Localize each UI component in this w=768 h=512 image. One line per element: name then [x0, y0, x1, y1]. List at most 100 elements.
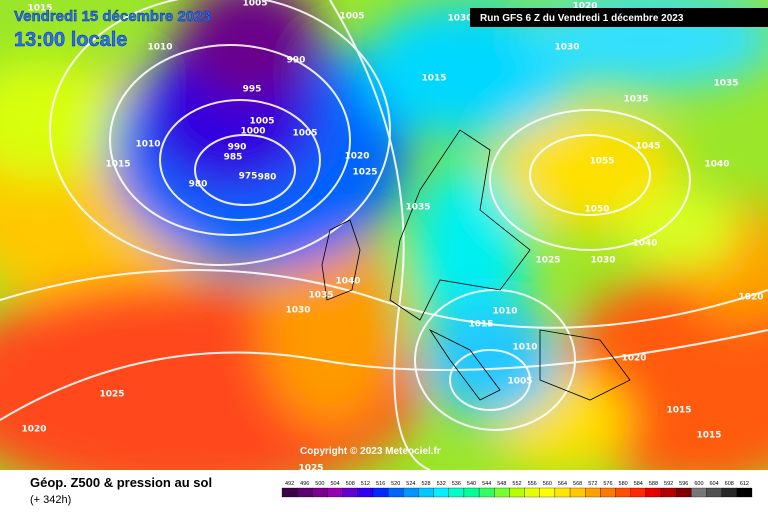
legend-swatch: [281, 487, 298, 498]
map-field: [0, 0, 768, 470]
legend-label: 504: [330, 481, 339, 487]
legend-label: 580: [619, 481, 628, 487]
isobar-label: 1005: [242, 0, 267, 9]
isobar-label: 1005: [249, 117, 274, 127]
isobar-label: 995: [243, 85, 262, 95]
isobar-label: 1015: [105, 160, 130, 170]
legend-swatch: [554, 487, 571, 498]
isobar-label: 1000: [240, 127, 265, 137]
isobar-label: 1050: [584, 205, 609, 215]
isobar-label: 1030: [285, 306, 310, 316]
legend-label: 536: [452, 481, 461, 487]
isobar-label: 1020: [344, 152, 369, 162]
color-legend: 492 496 500 504 508 512 516 520 524 528 532 536 540 5…: [281, 481, 753, 498]
isobar-label: 1025: [352, 168, 377, 178]
legend-label: 588: [649, 481, 658, 487]
isobar-label: 1025: [99, 390, 124, 400]
legend-swatch: [539, 487, 556, 498]
legend-swatch: [676, 487, 692, 498]
isobar-label: 980: [258, 173, 277, 183]
legend-swatch: [706, 487, 722, 498]
isobar-label: 1040: [704, 160, 729, 170]
isobar-label: 975: [239, 172, 258, 182]
isobar-label: 1015: [666, 406, 691, 416]
legend-swatch: [615, 487, 631, 498]
legend-label: 540: [467, 481, 476, 487]
legend-swatch: [721, 487, 737, 498]
legend-label: 532: [437, 481, 446, 487]
footer-title: Géop. Z500 & pression au sol: [30, 475, 212, 490]
footer-lead: (+ 342h): [30, 494, 71, 506]
isobar-label: 985: [224, 153, 243, 163]
isobar-label: 1015: [468, 320, 493, 330]
isobar-label: 1030: [447, 14, 472, 24]
isobar-label: 1030: [554, 43, 579, 53]
legend-swatch: [387, 487, 404, 498]
legend-label: 512: [361, 481, 370, 487]
isobar-label: 990: [287, 56, 306, 66]
isobar-label: 1015: [421, 74, 446, 84]
isobar-label: 1035: [308, 291, 333, 301]
legend-swatch: [433, 487, 449, 498]
isobar-label: 980: [189, 180, 208, 190]
legend-label: 560: [543, 481, 552, 487]
legend-swatch: [327, 487, 343, 498]
legend-label: 500: [315, 481, 324, 487]
legend-label: 576: [603, 481, 612, 487]
legend-swatch: [448, 487, 465, 498]
legend-swatch: [509, 487, 525, 498]
isobar-label: 1015: [27, 4, 52, 14]
legend-label: 516: [376, 481, 385, 487]
legend-swatch: [630, 487, 647, 498]
legend-label: 552: [512, 481, 521, 487]
isobar-label: 1040: [632, 239, 657, 249]
legend-swatch: [645, 487, 662, 498]
isobar-label: 1035: [713, 79, 738, 89]
isobar-label: 1005: [292, 129, 317, 139]
legend-swatch: [585, 487, 601, 498]
legend-label: 556: [528, 481, 537, 487]
legend-label: 592: [664, 481, 673, 487]
isobar-label: 1010: [492, 307, 517, 317]
isobar-label: 1055: [589, 157, 614, 167]
legend-label: 548: [497, 481, 506, 487]
legend-label: 528: [421, 481, 430, 487]
isobar-label: 1020: [572, 2, 597, 12]
isobar-label: 1015: [696, 431, 721, 441]
forecast-date: Vendredi 15 décembre 2023: [14, 8, 211, 25]
legend-swatch: [524, 487, 540, 498]
isobar-label: 1040: [335, 277, 360, 287]
isobar-label: 1045: [635, 142, 660, 152]
isobar-label: 1010: [512, 343, 537, 353]
legend-label: 608: [725, 481, 734, 487]
isobar-label: 1025: [298, 464, 323, 474]
legend-label: 600: [694, 481, 703, 487]
run-info: Run GFS 6 Z du Vendredi 1 décembre 2023: [480, 13, 684, 24]
isobar-label: 1020: [21, 425, 46, 435]
legend-swatch: [600, 487, 616, 498]
isobar-label: 1020: [621, 354, 646, 364]
isobar-label: 1035: [405, 203, 430, 213]
legend-label: 524: [406, 481, 415, 487]
legend-swatch: [478, 487, 495, 498]
legend-swatch: [312, 487, 328, 498]
legend-swatch: [660, 487, 677, 498]
run-box: [470, 8, 768, 27]
forecast-time: 13:00 locale: [14, 29, 127, 51]
legend-swatch: [494, 487, 510, 498]
isobar-label: 1005: [339, 12, 364, 22]
legend-swatch: [403, 487, 419, 498]
legend-label: 612: [740, 481, 749, 487]
legend-label: 492: [285, 481, 294, 487]
legend-label: 508: [346, 481, 355, 487]
legend-label: 596: [679, 481, 688, 487]
legend-swatch: [297, 487, 313, 498]
legend-label: 520: [391, 481, 400, 487]
isobar-label: 1005: [507, 377, 532, 387]
legend-swatch: [357, 487, 374, 498]
legend-swatch: [342, 487, 358, 498]
legend-label: 496: [300, 481, 309, 487]
copyright: Copyright © 2023 Meteociel.fr: [300, 446, 441, 457]
legend-swatch: [569, 487, 586, 498]
